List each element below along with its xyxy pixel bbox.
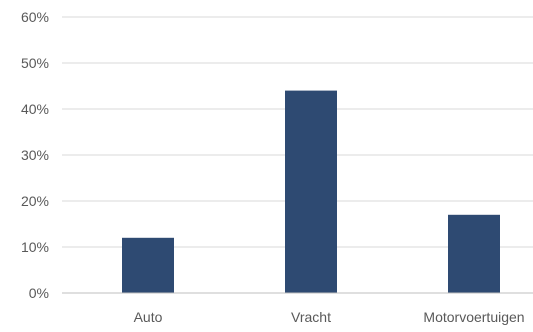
bar-vracht <box>285 90 337 293</box>
x-tick-label: Auto <box>134 309 163 325</box>
x-tick-label: Vracht <box>291 309 331 325</box>
x-tick-label: Motorvoertuigen <box>423 309 524 325</box>
y-tick-label: 10% <box>21 239 49 255</box>
y-tick-label: 20% <box>21 193 49 209</box>
bars <box>122 90 500 293</box>
x-axis-tick-labels: Auto Vracht Motorvoertuigen <box>134 309 525 325</box>
bar-auto <box>122 237 174 293</box>
y-tick-label: 50% <box>21 55 49 71</box>
y-tick-label: 30% <box>21 147 49 163</box>
y-axis-tick-labels: 0% 10% 20% 30% 40% 50% 60% <box>21 9 49 301</box>
y-tick-label: 40% <box>21 101 49 117</box>
y-tick-label: 60% <box>21 9 49 25</box>
bar-motorvoertuigen <box>448 214 500 293</box>
y-tick-label: 0% <box>29 285 49 301</box>
